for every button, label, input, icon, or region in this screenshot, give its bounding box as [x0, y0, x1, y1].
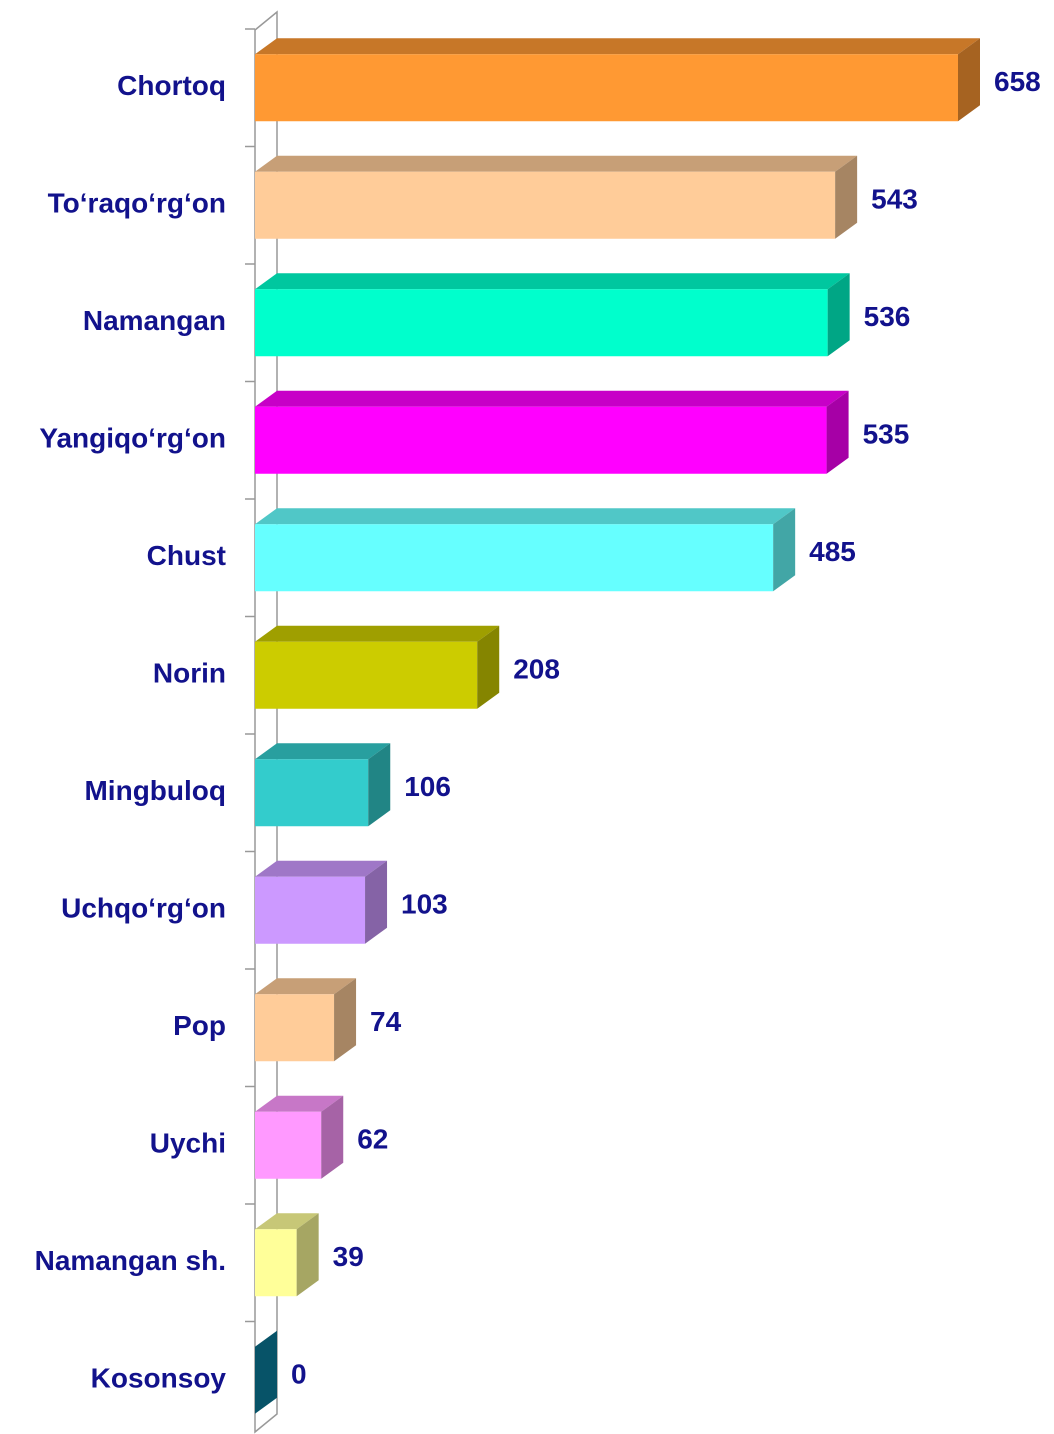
axis-wall	[254, 10, 278, 1434]
bar-side	[773, 508, 796, 592]
bar-top	[255, 273, 850, 290]
y-tick-label: Yangiqo‘rg‘on	[39, 423, 226, 454]
bar-side	[368, 743, 391, 827]
y-tick-label: Namangan sh.	[35, 1245, 226, 1276]
bar	[255, 155, 858, 239]
bar-side	[835, 155, 858, 239]
bar-front	[255, 1111, 322, 1179]
bar	[255, 1095, 344, 1179]
value-label: 536	[864, 301, 911, 332]
y-tick-label: Uychi	[150, 1128, 226, 1159]
bar-front	[255, 876, 366, 944]
bar-front	[255, 759, 369, 827]
value-label: 62	[357, 1124, 388, 1155]
bar-side	[365, 860, 388, 944]
value-label: 103	[401, 889, 448, 920]
bar-top	[255, 1213, 319, 1230]
bar-front	[255, 54, 958, 122]
bar-side	[334, 978, 357, 1062]
y-tick-label: Namangan	[83, 305, 226, 336]
bar	[255, 978, 357, 1062]
bar-front	[255, 289, 828, 357]
bar-front	[255, 406, 827, 474]
y-tick-label: To‘raqo‘rg‘on	[48, 188, 226, 219]
bar-top	[255, 390, 849, 407]
bar-top	[255, 978, 357, 995]
value-label: 208	[513, 654, 560, 685]
bar-top	[255, 1095, 344, 1112]
bar-side	[321, 1095, 344, 1179]
value-label: 543	[871, 184, 918, 215]
bar-side	[255, 1330, 277, 1414]
bar-front	[255, 994, 335, 1062]
y-tick-label: Uchqo‘rg‘on	[61, 893, 226, 924]
bar-top	[255, 743, 391, 760]
bar	[255, 273, 850, 357]
bar-side	[296, 1213, 319, 1297]
bar	[255, 743, 391, 827]
bar-top	[255, 860, 388, 877]
bar-side	[826, 390, 849, 474]
bar-top	[255, 508, 796, 525]
bar-side	[477, 625, 500, 709]
value-label: 39	[333, 1241, 364, 1272]
bar-side	[958, 38, 980, 122]
bar	[255, 625, 500, 709]
bar-front	[255, 1229, 297, 1297]
value-label: 485	[809, 536, 856, 567]
bar-top	[255, 625, 500, 642]
bar-side	[827, 273, 850, 357]
bar-top	[255, 38, 980, 55]
bar-front	[255, 524, 774, 592]
bar	[255, 38, 980, 122]
value-label: 658	[994, 66, 1041, 97]
bar	[255, 1213, 319, 1297]
bar	[255, 508, 796, 592]
bar-front	[255, 171, 836, 239]
bar-front	[255, 641, 478, 709]
bar	[255, 1330, 277, 1414]
y-tick-label: Kosonsoy	[91, 1363, 227, 1394]
value-label: 535	[863, 419, 910, 450]
value-label: 0	[291, 1359, 307, 1390]
bar-top	[255, 155, 858, 172]
y-tick-label: Norin	[153, 658, 226, 689]
y-tick-label: Mingbuloq	[84, 775, 226, 806]
y-tick-label: Pop	[173, 1010, 226, 1041]
value-label: 106	[404, 771, 451, 802]
bar	[255, 390, 849, 474]
bar	[255, 860, 388, 944]
y-tick-label: Chortoq	[117, 70, 226, 101]
y-tick-label: Chust	[147, 540, 226, 571]
value-label: 74	[370, 1006, 402, 1037]
